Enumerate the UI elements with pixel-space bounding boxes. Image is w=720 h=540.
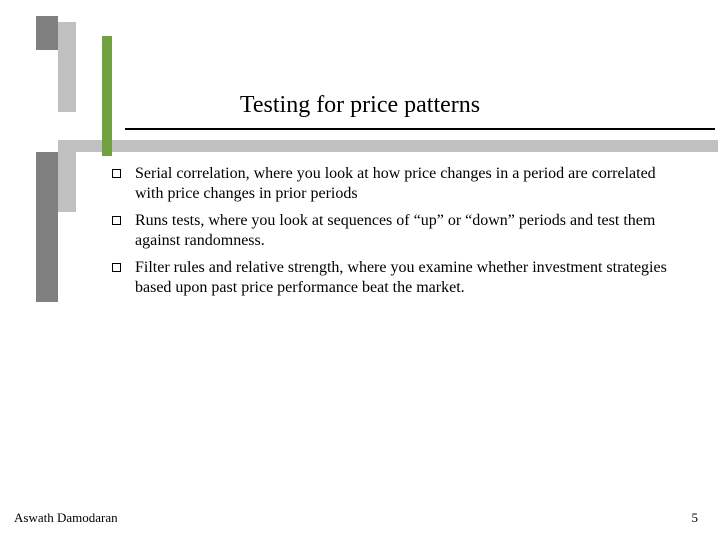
decor-horizontal-grey-bar: [58, 140, 718, 152]
title-underline: [125, 128, 715, 130]
list-item: Filter rules and relative strength, wher…: [112, 258, 682, 299]
bullet-list: Serial correlation, where you look at ho…: [112, 164, 682, 305]
list-item: Runs tests, where you look at sequences …: [112, 211, 682, 252]
footer-author: Aswath Damodaran: [14, 510, 118, 526]
square-bullet-icon: [112, 216, 121, 225]
square-bullet-icon: [112, 263, 121, 272]
list-item: Serial correlation, where you look at ho…: [112, 164, 682, 205]
slide-title: Testing for price patterns: [0, 92, 720, 119]
square-bullet-icon: [112, 169, 121, 178]
slide: Testing for price patterns Serial correl…: [0, 0, 720, 540]
bullet-text: Runs tests, where you look at sequences …: [135, 211, 682, 252]
decor-bar-light-mid: [58, 152, 76, 212]
footer-page-number: 5: [692, 510, 699, 526]
bullet-text: Serial correlation, where you look at ho…: [135, 164, 682, 205]
decor-bar-dark-top: [36, 16, 58, 50]
bullet-text: Filter rules and relative strength, wher…: [135, 258, 682, 299]
decor-bar-dark-mid: [36, 152, 58, 302]
